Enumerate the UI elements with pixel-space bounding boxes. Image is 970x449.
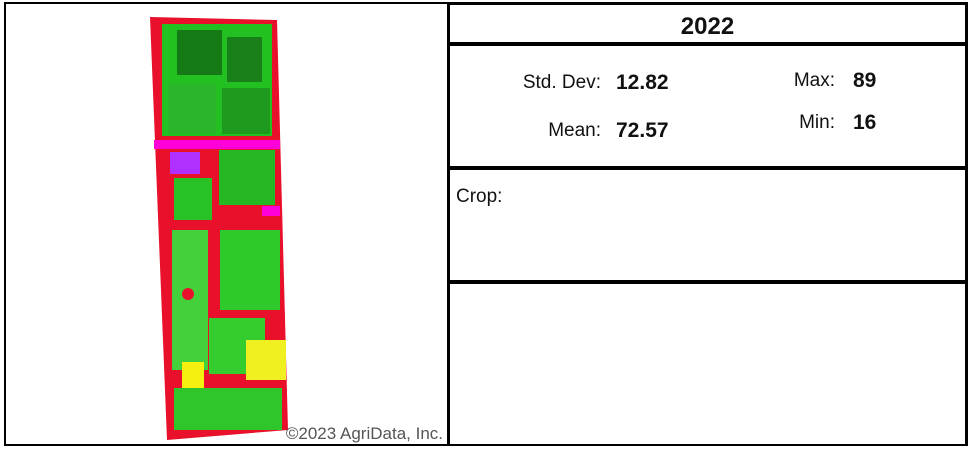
max-label: Max: — [793, 70, 835, 91]
max-value: 89 — [853, 69, 877, 92]
mean-value: 72.57 — [616, 119, 669, 142]
min-value: 16 — [853, 111, 877, 134]
mean-label: Mean: — [548, 120, 601, 141]
field-map — [150, 17, 288, 440]
crop-label: Crop: — [456, 186, 503, 207]
stats-box: Std. Dev: 12.82 Mean: 72.57 Max: 89 Min:… — [447, 46, 968, 170]
std-dev-label: Std. Dev: — [522, 72, 601, 93]
copyright: ©2023 AgriData, Inc. — [285, 424, 443, 443]
year-header: 2022 — [447, 2, 968, 46]
min-label: Min: — [799, 112, 835, 133]
crop-box: Crop: — [447, 170, 968, 284]
std-dev-value: 12.82 — [616, 71, 669, 94]
image-panel: ©2023 AgriData, Inc. — [4, 2, 450, 446]
empty-box — [447, 284, 968, 446]
year: 2022 — [680, 13, 735, 40]
